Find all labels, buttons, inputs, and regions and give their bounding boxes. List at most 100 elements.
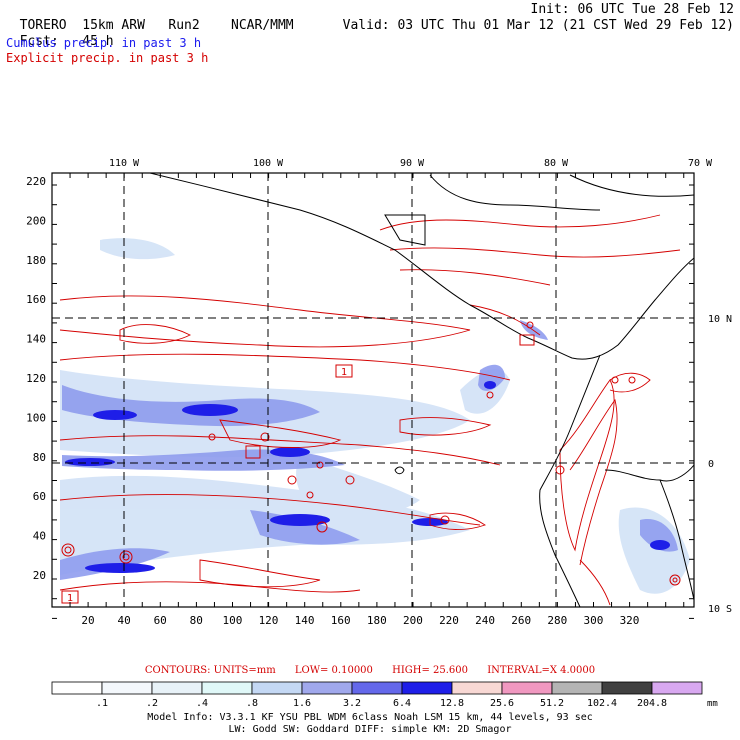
model-name: TORERO — [19, 18, 67, 33]
x-tick-label: 120 — [259, 614, 279, 627]
colorbar-label: .1 — [96, 698, 108, 709]
x-tick-label: 320 — [620, 614, 640, 627]
contour-interval: INTERVAL=X 4.0000 — [487, 665, 596, 676]
lon-label-80w: 80 W — [544, 158, 569, 169]
colorbar-label: 25.6 — [490, 698, 514, 709]
x-tick-label: 240 — [475, 614, 495, 627]
colorbar-unit: mm — [707, 699, 718, 709]
colorbar-box — [351, 681, 403, 695]
cumulus-title: Cumulus precip. in past 3 h — [6, 36, 202, 50]
cumulus-medium-shading — [60, 320, 678, 580]
colorbar-box — [151, 681, 203, 695]
lon-labels: 110 W 100 W 90 W 80 W 70 W — [109, 158, 713, 169]
x-tick-label: 80 — [190, 614, 203, 627]
explicit-title: Explicit precip. in past 3 h — [6, 51, 209, 65]
fcst-label: Fcst: — [19, 34, 59, 49]
x-tick-label: 180 — [367, 614, 387, 627]
colorbar-label: 204.8 — [637, 698, 667, 709]
y-tick-label: 80 — [33, 451, 46, 464]
cumulus-heavy-shading — [65, 381, 670, 573]
valid-time: Valid: 03 UTC Thu 01 Mar 12 (21 CST Wed … — [342, 18, 734, 33]
colorbar-box — [51, 681, 103, 695]
contour-units: CONTOURS: UNITS=mm — [144, 665, 276, 676]
colorbar-label: 12.8 — [440, 698, 464, 709]
box-label-2: 1 — [67, 593, 73, 604]
colorbar-label: .8 — [246, 698, 258, 709]
x-tick-label: 200 — [403, 614, 423, 627]
coastlines — [149, 173, 694, 607]
colorbar-labels: .1 .2 .4 .8 1.6 3.2 6.4 12.8 25.6 51.2 102.4 204.8 — [96, 698, 667, 709]
colorbar-box — [451, 681, 503, 695]
precip-fields — [59, 214, 690, 606]
y-tick-label: 160 — [26, 293, 46, 306]
lat-label-0: 0 — [708, 459, 714, 470]
contour-info: CONTOURS: UNITS=mm LOW= 0.10000 HIGH= 25… — [0, 665, 740, 676]
run-label: Run2 — [168, 18, 200, 33]
y-tick-label: 180 — [26, 254, 46, 267]
explicit-contours — [59, 214, 681, 606]
lat-label-10n: 10 N — [708, 314, 732, 325]
y-tick-label: 40 — [33, 530, 46, 543]
colorbar-box — [651, 681, 703, 695]
lon-label-90w: 90 W — [400, 158, 425, 169]
x-tick-label: 220 — [439, 614, 459, 627]
model-title-line: TORERO 15km ARW Run2 NCAR/MMM — [4, 2, 294, 34]
x-tick-label: 40 — [117, 614, 130, 627]
y-tick-label: 60 — [33, 490, 46, 503]
x-tick-label: 100 — [222, 614, 242, 627]
box-label-1: 1 — [341, 367, 347, 378]
y-tick-label: 20 — [33, 569, 46, 582]
lon-label-70w: 70 W — [688, 158, 713, 169]
lat-labels: 10 N 0 10 S — [708, 314, 732, 615]
precip-colorbar: .1.2.4.8 1.6 3.2 6.4 12.8 25.6 51.2 102.4 204.8 … — [51, 681, 718, 709]
lon-label-100w: 100 W — [253, 158, 284, 169]
map-frame — [51, 172, 695, 608]
contour-high: HIGH= 25.600 — [392, 665, 469, 676]
lat-lon-grid — [52, 173, 694, 607]
fcst-value: 45 h — [82, 34, 114, 49]
colorbar-box — [101, 681, 153, 695]
colorbar-label: 3.2 — [343, 698, 361, 709]
colorbar-box — [551, 681, 603, 695]
y-grid-labels: 220 200 180 160 140 120 100 80 60 40 20 — [26, 175, 46, 582]
colorbar-label: 6.4 — [393, 698, 411, 709]
contour-low: LOW= 0.10000 — [294, 665, 373, 676]
y-tick-label: 140 — [26, 333, 46, 346]
x-tick-label: 300 — [583, 614, 603, 627]
model-resolution: 15km ARW — [82, 18, 145, 33]
axis-ticks — [51, 173, 694, 619]
contour-label-boxes: 1 1 — [61, 334, 535, 604]
colorbar-box — [251, 681, 303, 695]
x-tick-label: 140 — [295, 614, 315, 627]
colorbar-box — [601, 681, 653, 695]
colorbar-label: 102.4 — [587, 698, 617, 709]
model-info-line1: Model Info: V3.3.1 KF YSU PBL WDM 6class… — [147, 712, 593, 723]
colorbar-box — [401, 681, 453, 695]
model-info-line2: LW: Godd SW: Goddard DIFF: simple KM: 2D… — [228, 724, 512, 735]
x-tick-label: 20 — [81, 614, 94, 627]
org-label: NCAR/MMM — [231, 18, 294, 33]
x-tick-label: 280 — [547, 614, 567, 627]
colorbar-label: 1.6 — [293, 698, 311, 709]
lon-label-110w: 110 W — [109, 158, 140, 169]
explicit-contour-cells — [61, 321, 681, 586]
x-tick-label: 60 — [154, 614, 167, 627]
y-tick-label: 200 — [26, 214, 46, 227]
colorbar-box — [501, 681, 553, 695]
forecast-hour: Fcst: 45 h — [4, 18, 114, 50]
colorbar-box — [301, 681, 353, 695]
y-tick-label: 100 — [26, 411, 46, 424]
init-time: Init: 06 UTC Tue 28 Feb 12 — [530, 2, 735, 17]
y-tick-label: 220 — [26, 175, 46, 188]
x-tick-label: 160 — [331, 614, 351, 627]
colorbar-boxes — [51, 681, 703, 695]
colorbar-label: 51.2 — [540, 698, 564, 709]
y-tick-label: 120 — [26, 372, 46, 385]
colorbar-label: .2 — [146, 698, 158, 709]
x-tick-label: 260 — [511, 614, 531, 627]
colorbar-box — [201, 681, 253, 695]
cumulus-light-shading — [60, 238, 690, 594]
x-grid-labels: 20 40 60 80 100 120 140 160 180 200 220 240 260 280 30… — [81, 614, 639, 627]
colorbar-label: .4 — [196, 698, 208, 709]
